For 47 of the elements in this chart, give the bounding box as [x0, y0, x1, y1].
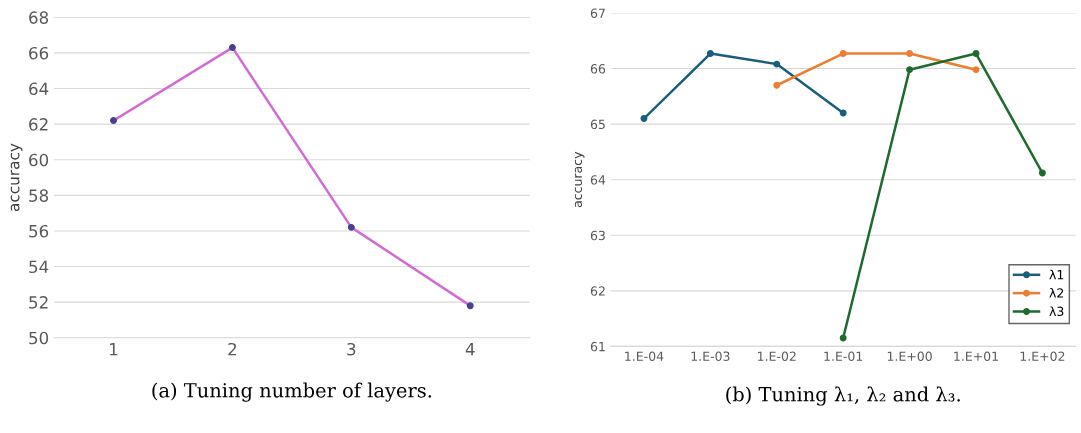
- y-tick-label: 65: [590, 119, 605, 130]
- point: [1038, 169, 1046, 177]
- x-tick-label: 1.E+00: [887, 351, 932, 361]
- point: [640, 115, 648, 123]
- x-tick-label: 3: [347, 342, 356, 356]
- point: [972, 66, 980, 74]
- legend-label: λ1: [1049, 269, 1064, 280]
- y-tick-label: 66: [29, 46, 49, 60]
- x-tick-label: 1.E-04: [625, 351, 664, 361]
- point: [906, 50, 914, 58]
- point: [773, 81, 781, 89]
- point: [906, 66, 914, 74]
- point: [773, 60, 781, 68]
- x-tick-label: 2: [228, 342, 237, 356]
- x-tick-label: 1: [110, 343, 118, 356]
- y-tick-label: 67: [590, 8, 605, 18]
- x-tick-label: 1.E-03: [691, 351, 730, 361]
- y-tick-label: 60: [29, 153, 49, 167]
- legend-label: λ2: [1049, 288, 1064, 298]
- y-tick-label: 63: [590, 230, 605, 241]
- y-tick-label: 62: [29, 118, 48, 131]
- y-tick-label: 68: [29, 11, 49, 24]
- y-tick-label: 54: [29, 260, 49, 274]
- legend-label: λ3: [1049, 306, 1064, 317]
- y-tick-label: 64: [590, 175, 606, 185]
- point: [972, 50, 980, 58]
- y-tick-label: 61: [590, 341, 605, 352]
- x-tick-label: 1.E+02: [1020, 351, 1065, 361]
- point: [839, 50, 847, 58]
- x-tick-label: 4: [465, 343, 475, 356]
- point: [706, 50, 714, 58]
- y-tick-label: 52: [29, 296, 48, 309]
- point: [839, 109, 847, 117]
- y-tick-label: 66: [590, 64, 606, 74]
- y-tick-label: 64: [29, 82, 49, 96]
- y-axis-title: accuracy: [10, 143, 23, 212]
- y-tick-label: 56: [29, 224, 49, 238]
- x-tick-label: 1.E-02: [758, 351, 796, 361]
- x-tick-label: 1.E-01: [824, 351, 863, 361]
- y-axis-title: accuracy: [574, 151, 585, 208]
- text: (a) Tuning number of layers.: [152, 382, 432, 402]
- y-tick-label: 62: [590, 286, 605, 296]
- point: [839, 334, 847, 342]
- x-tick-label: 1.E+01: [954, 351, 998, 361]
- text: (b) Tuning λ₁, λ₂ and λ₃.: [726, 386, 960, 406]
- y-tick-label: 58: [29, 189, 49, 202]
- y-tick-label: 50: [29, 331, 49, 345]
